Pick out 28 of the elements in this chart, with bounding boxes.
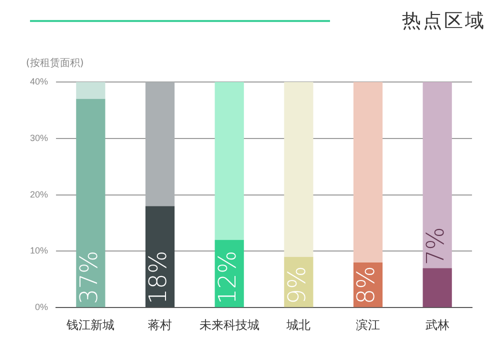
- data-label: 7%: [422, 227, 450, 266]
- bar: [422, 268, 452, 308]
- x-tick-label: 滨江: [356, 318, 380, 332]
- y-tick-label: 10%: [30, 246, 48, 256]
- x-tick-label: 城北: [286, 318, 311, 332]
- chart-title: 热点区域: [402, 9, 486, 34]
- y-tick-label: 0%: [35, 302, 48, 312]
- data-label: 8%: [352, 266, 380, 304]
- x-tick-label: 钱江新城: [66, 318, 115, 332]
- x-tick-label: 未来科技城: [199, 318, 260, 332]
- bar: [145, 82, 175, 206]
- bar: [145, 206, 175, 308]
- data-label: 12%: [214, 250, 242, 304]
- bar: [76, 98, 106, 308]
- y-axis-title: (按租赁面积): [26, 56, 84, 70]
- x-tick-label: 蒋村: [148, 318, 172, 332]
- bar: [76, 82, 106, 99]
- data-label: 18%: [144, 250, 172, 304]
- y-tick-label: 30%: [30, 132, 48, 143]
- x-tick-label: 武林: [425, 318, 450, 332]
- data-label: 37%: [74, 250, 103, 304]
- bar: [353, 82, 383, 262]
- bar: [214, 82, 244, 240]
- y-tick-label: 20%: [30, 189, 48, 200]
- y-tick-label: 40%: [30, 76, 48, 86]
- data-label: 9%: [282, 266, 311, 304]
- bar: [284, 82, 314, 257]
- bar: [422, 82, 452, 268]
